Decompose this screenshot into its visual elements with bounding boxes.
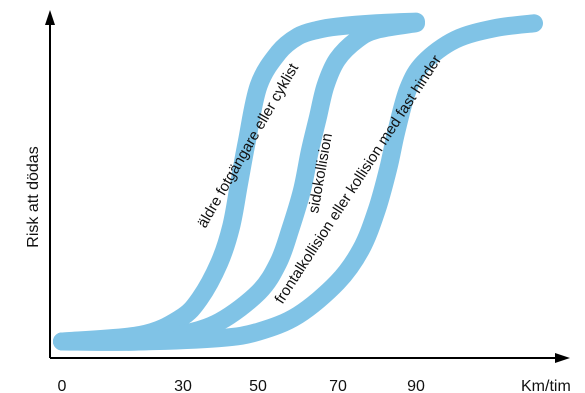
series-line-3 [53, 14, 543, 351]
series-line-1 [53, 12, 425, 351]
x-tick-label: 70 [329, 378, 347, 393]
y-axis-arrow [45, 10, 55, 25]
x-tick-label: 90 [407, 378, 425, 393]
x-axis-arrow [555, 353, 570, 363]
x-tick-label: 50 [249, 378, 267, 393]
y-axis-label: Risk att dödas [25, 146, 42, 247]
series-label: äldre fotgängare eller cyklist [194, 60, 303, 231]
x-axis-label: Km/tim [521, 378, 571, 393]
curves-group [53, 12, 543, 351]
x-tick-label: 30 [174, 378, 192, 393]
x-tick-label: 0 [58, 378, 67, 393]
